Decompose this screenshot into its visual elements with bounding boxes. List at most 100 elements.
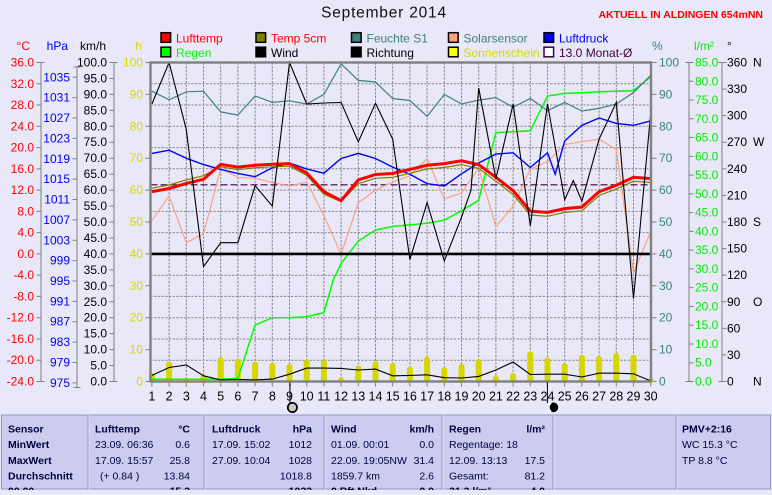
svg-text:1028: 1028 xyxy=(289,455,313,467)
svg-text:995: 995 xyxy=(50,274,70,288)
svg-text:-12.0: -12.0 xyxy=(7,311,35,325)
svg-text:1018.8: 1018.8 xyxy=(280,471,312,483)
svg-text:10.0: 10.0 xyxy=(695,337,719,351)
svg-text:26: 26 xyxy=(575,390,589,404)
svg-text:Feuchte S1: Feuchte S1 xyxy=(367,31,429,45)
svg-text:12: 12 xyxy=(334,390,348,404)
svg-text:l/m²: l/m² xyxy=(526,424,545,436)
svg-text:Wind: Wind xyxy=(271,46,298,60)
svg-text:23: 23 xyxy=(523,390,537,404)
svg-text:0 Bft Nkd: 0 Bft Nkd xyxy=(331,486,377,491)
svg-text:60.0: 60.0 xyxy=(84,183,108,197)
svg-text:30: 30 xyxy=(727,348,741,362)
svg-text:17.09. 15:57: 17.09. 15:57 xyxy=(95,455,154,467)
svg-text:85.0: 85.0 xyxy=(84,103,108,117)
svg-text:4.0: 4.0 xyxy=(530,486,545,491)
svg-text:Lufttemp: Lufttemp xyxy=(95,424,140,436)
svg-text:65.0: 65.0 xyxy=(695,131,719,145)
svg-text:30.0: 30.0 xyxy=(695,262,719,276)
svg-text:5: 5 xyxy=(217,390,224,404)
svg-text:300: 300 xyxy=(727,109,747,123)
svg-text:70.0: 70.0 xyxy=(84,151,108,165)
svg-text:Temp 5cm: Temp 5cm xyxy=(271,31,326,45)
svg-text:210: 210 xyxy=(727,188,747,202)
svg-text:60.0: 60.0 xyxy=(695,149,719,163)
svg-text:30.0: 30.0 xyxy=(84,279,108,293)
svg-text:km/h: km/h xyxy=(409,424,434,436)
svg-text:81.2: 81.2 xyxy=(525,471,546,483)
svg-text:36.0: 36.0 xyxy=(11,56,35,70)
svg-text:18: 18 xyxy=(437,390,451,404)
svg-text:10: 10 xyxy=(659,343,673,357)
svg-text:50.0: 50.0 xyxy=(695,187,719,201)
svg-text:80.0: 80.0 xyxy=(695,74,719,88)
svg-text:28: 28 xyxy=(609,390,623,404)
svg-text:240: 240 xyxy=(727,162,747,176)
svg-text:0: 0 xyxy=(727,375,734,389)
svg-text:14: 14 xyxy=(369,390,383,404)
svg-text:90: 90 xyxy=(727,295,741,309)
svg-text:19: 19 xyxy=(455,390,469,404)
svg-text:55.0: 55.0 xyxy=(84,199,108,213)
svg-text:hPa: hPa xyxy=(47,39,69,53)
svg-text:150: 150 xyxy=(727,242,747,256)
svg-text:15.0: 15.0 xyxy=(84,327,108,341)
svg-text:90.0: 90.0 xyxy=(84,87,108,101)
svg-text:0.0: 0.0 xyxy=(419,486,434,491)
svg-text:95.0: 95.0 xyxy=(84,72,108,86)
svg-text:40: 40 xyxy=(659,247,673,261)
svg-text:100: 100 xyxy=(123,56,143,70)
svg-text:Sonnenschein: Sonnenschein xyxy=(464,46,540,60)
svg-text:10.0: 10.0 xyxy=(84,343,108,357)
svg-text:30: 30 xyxy=(644,390,658,404)
svg-text:20.0: 20.0 xyxy=(11,141,35,155)
svg-text:25: 25 xyxy=(558,390,572,404)
svg-text:(+ 0.84 ): (+ 0.84 ) xyxy=(100,471,139,483)
svg-text:3: 3 xyxy=(183,390,190,404)
svg-text:0.0: 0.0 xyxy=(695,375,712,389)
svg-text:-20.0: -20.0 xyxy=(7,353,35,367)
svg-text:°: ° xyxy=(727,39,732,53)
svg-text:20: 20 xyxy=(659,311,673,325)
svg-text:1859.7 km: 1859.7 km xyxy=(331,471,380,483)
svg-text:4.0: 4.0 xyxy=(17,226,34,240)
svg-text:7: 7 xyxy=(252,390,259,404)
svg-text:100.0: 100.0 xyxy=(77,56,107,70)
svg-text:80: 80 xyxy=(659,119,673,133)
svg-text:50: 50 xyxy=(659,215,673,229)
svg-text:90: 90 xyxy=(130,87,144,101)
svg-text:360: 360 xyxy=(727,56,747,70)
svg-text:%: % xyxy=(652,39,663,53)
svg-text:35.0: 35.0 xyxy=(695,243,719,257)
svg-text:31.2 l/m²: 31.2 l/m² xyxy=(449,486,492,491)
svg-text:983: 983 xyxy=(50,335,70,349)
svg-text:-16.0: -16.0 xyxy=(7,332,35,346)
svg-text:29: 29 xyxy=(627,390,641,404)
svg-text:10: 10 xyxy=(130,343,144,357)
svg-text:975: 975 xyxy=(50,376,70,390)
svg-text:00.00: 00.00 xyxy=(8,486,34,491)
svg-text:S: S xyxy=(753,215,761,229)
svg-text:1035: 1035 xyxy=(43,70,70,84)
svg-text:10: 10 xyxy=(300,390,314,404)
svg-text:13.0 Monat-Ø: 13.0 Monat-Ø xyxy=(559,46,632,60)
svg-text:1022: 1022 xyxy=(289,486,313,491)
svg-text:hPa: hPa xyxy=(293,424,312,436)
svg-text:Gesamt:: Gesamt: xyxy=(449,471,489,483)
svg-text:70: 70 xyxy=(659,151,673,165)
svg-text:Richtung: Richtung xyxy=(367,46,414,60)
svg-text:0.0: 0.0 xyxy=(17,247,34,261)
svg-text:22: 22 xyxy=(506,390,520,404)
svg-text:Sensor: Sensor xyxy=(8,424,44,436)
svg-text:20.0: 20.0 xyxy=(84,311,108,325)
svg-text:28.0: 28.0 xyxy=(11,98,35,112)
svg-text:PMV+2:16: PMV+2:16 xyxy=(682,424,732,436)
svg-text:270: 270 xyxy=(727,135,747,149)
svg-text:25.0: 25.0 xyxy=(695,281,719,295)
svg-text:0.0: 0.0 xyxy=(419,439,434,451)
svg-text:17.09. 15:02: 17.09. 15:02 xyxy=(212,439,271,451)
svg-text:2: 2 xyxy=(166,390,173,404)
svg-text:1007: 1007 xyxy=(43,213,70,227)
svg-text:5.0: 5.0 xyxy=(695,356,712,370)
svg-text:Solarsensor: Solarsensor xyxy=(464,31,528,45)
